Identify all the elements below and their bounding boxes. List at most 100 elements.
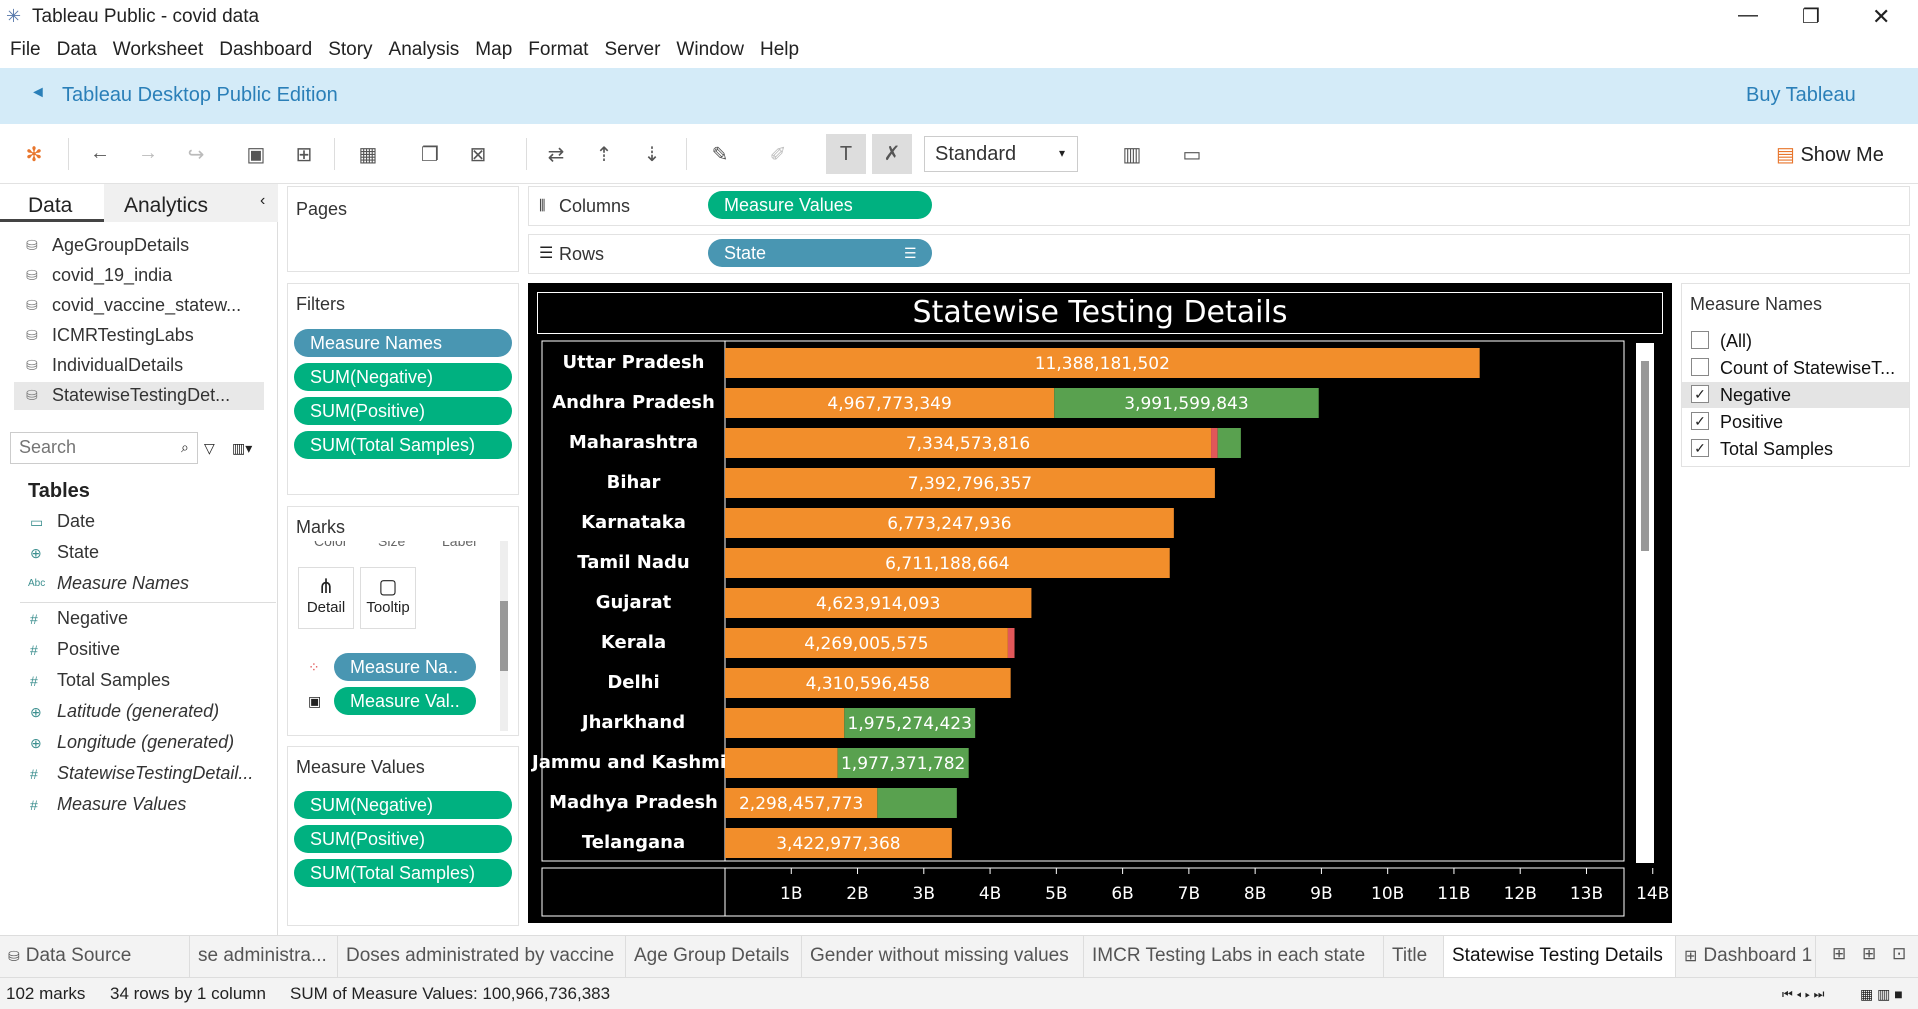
sort-ascending-icon[interactable]: ⇡ [592,142,616,167]
field-item[interactable]: # StatewiseTestingDetail... [0,760,276,788]
filter-fields-icon[interactable]: ▽ [204,440,215,457]
device-preview-icon[interactable]: ▭ [1180,142,1204,167]
undo-icon[interactable]: ← [88,142,112,165]
minimize-button[interactable]: — [1738,4,1758,27]
rows-pill[interactable]: State ☰ [708,239,932,267]
menu-format[interactable]: Format [528,34,588,66]
close-button[interactable]: ✕ [1872,4,1890,30]
legend-item[interactable]: ✓ Negative [1682,382,1909,408]
fit-dropdown[interactable]: Standard ▾ [924,136,1078,172]
marks-pill[interactable]: Measure Val.. [334,687,476,715]
field-item[interactable]: ⊕ State [0,539,276,567]
columns-pill[interactable]: Measure Values [708,191,932,219]
tooltip-button[interactable]: ▢ Tooltip [360,567,416,629]
field-item[interactable]: # Negative [0,605,276,633]
sheet-tab[interactable]: se administra... [190,936,338,978]
menu-file[interactable]: File [10,34,41,66]
legend-checkbox[interactable]: ✓ [1691,385,1709,403]
measure-value-pill[interactable]: SUM(Positive) [294,825,512,853]
filter-pill[interactable]: SUM(Negative) [294,363,512,391]
new-dashboard-tab-icon[interactable]: ⊞ [1862,944,1876,964]
data-source-item[interactable]: ⛁ AgeGroupDetails [14,232,264,260]
fix-axes-icon[interactable]: ✗ [872,134,912,174]
sheet-tab[interactable]: Statewise Testing Details [1444,936,1676,978]
data-source-item[interactable]: ⛁ covid_vaccine_statew... [14,292,264,320]
legend-item[interactable]: (All) [1682,328,1909,354]
sheet-tab[interactable]: ⛁ Data Source [0,936,190,978]
data-source-item[interactable]: ⛁ StatewiseTestingDet... [14,382,264,410]
legend-checkbox[interactable]: ✓ [1691,439,1709,457]
search-input[interactable] [19,433,179,461]
color-button[interactable]: Color [314,541,347,549]
legend-checkbox[interactable]: ✓ [1691,412,1709,430]
legend-checkbox[interactable] [1691,331,1709,349]
view-options-icon[interactable]: ▥▾ [232,440,252,457]
highlight-icon[interactable]: ✎ [708,142,732,167]
show-me-button[interactable]: ▤ Show Me [1776,142,1884,167]
view-mode-icons[interactable]: ▦ ▥ ■ [1860,986,1903,1003]
bar-chart[interactable]: Uttar Pradesh 11,388,181,502 Andhra Prades… [528,283,1672,923]
replay-icon[interactable]: ↪ [184,142,208,167]
tab-data[interactable]: Data [0,184,104,222]
sheet-tab[interactable]: Age Group Details [626,936,802,978]
sheet-tab[interactable]: Doses administrated by vaccine [338,936,626,978]
viz-scrollbar[interactable] [1636,343,1654,863]
legend-item[interactable]: ✓ Positive [1682,409,1909,435]
measure-value-pill[interactable]: SUM(Total Samples) [294,859,512,887]
menu-map[interactable]: Map [475,34,512,66]
size-button[interactable]: Size [378,541,405,549]
bar-positive[interactable] [1211,428,1218,458]
bar-positive[interactable] [1008,628,1015,658]
menu-story[interactable]: Story [328,34,372,66]
show-mark-labels-icon[interactable]: T [826,134,866,174]
menu-worksheet[interactable]: Worksheet [113,34,203,66]
sheet-tab[interactable]: IMCR Testing Labs in each state [1084,936,1384,978]
duplicate-sheet-icon[interactable]: ❐ [418,142,442,167]
maximize-button[interactable]: ❐ [1802,4,1820,29]
save-icon[interactable]: ▣ [244,142,268,167]
new-worksheet-tab-icon[interactable]: ⊞ [1832,944,1846,964]
legend-checkbox[interactable] [1691,358,1709,376]
detail-button[interactable]: ⋔ Detail [298,567,354,629]
data-source-item[interactable]: ⛁ covid_19_india [14,262,264,290]
tab-analytics[interactable]: Analytics ‹ [104,184,278,222]
legend-item[interactable]: ✓ Total Samples [1682,436,1909,462]
filter-pill[interactable]: SUM(Total Samples) [294,431,512,459]
menu-analysis[interactable]: Analysis [389,34,460,66]
menu-dashboard[interactable]: Dashboard [219,34,312,66]
legend-item[interactable]: Count of StatewiseT... [1682,355,1909,381]
presentation-icon[interactable]: ▥ [1120,142,1144,167]
new-worksheet-icon[interactable]: ▦ [356,142,380,167]
clear-sheet-icon[interactable]: ⊠ [466,142,490,167]
filter-pill[interactable]: SUM(Positive) [294,397,512,425]
sheet-nav-icons[interactable]: ⏮ ◂ ▸ ⏭ [1782,987,1824,1002]
label-button[interactable]: Label [442,541,476,549]
measure-value-pill[interactable]: SUM(Negative) [294,791,512,819]
group-members-icon[interactable]: ✐ [766,142,790,167]
marks-scrollbar[interactable] [500,541,508,731]
filter-pill[interactable]: Measure Names [294,329,512,357]
bar-negative[interactable] [725,748,838,778]
field-item[interactable]: # Measure Values [0,791,276,819]
bar-total-samples[interactable] [877,788,957,818]
data-source-item[interactable]: ⛁ ICMRTestingLabs [14,322,264,350]
field-item[interactable]: Abc Measure Names [0,570,276,598]
swap-axes-icon[interactable]: ⇄ [544,142,568,167]
collapse-pane-icon[interactable]: ‹ [260,192,265,210]
bar-total-samples[interactable] [1218,428,1241,458]
field-item[interactable]: # Positive [0,636,276,664]
buy-tableau-link[interactable]: Buy Tableau [1746,84,1856,107]
new-data-source-icon[interactable]: ⊞ [292,142,316,167]
menu-data[interactable]: Data [57,34,97,66]
field-item[interactable]: ▭ Date [0,508,276,536]
sort-descending-icon[interactable]: ⇣ [640,142,664,167]
data-source-item[interactable]: ⛁ IndividualDetails [14,352,264,380]
redo-icon[interactable]: → [136,142,160,165]
sheet-tab[interactable]: Title [1384,936,1444,978]
menu-server[interactable]: Server [604,34,660,66]
field-item[interactable]: ⊕ Longitude (generated) [0,729,276,757]
field-item[interactable]: ⊕ Latitude (generated) [0,698,276,726]
menu-help[interactable]: Help [760,34,799,66]
sheet-tab[interactable]: Gender without missing values [802,936,1084,978]
marks-pill[interactable]: Measure Na.. [334,653,476,681]
